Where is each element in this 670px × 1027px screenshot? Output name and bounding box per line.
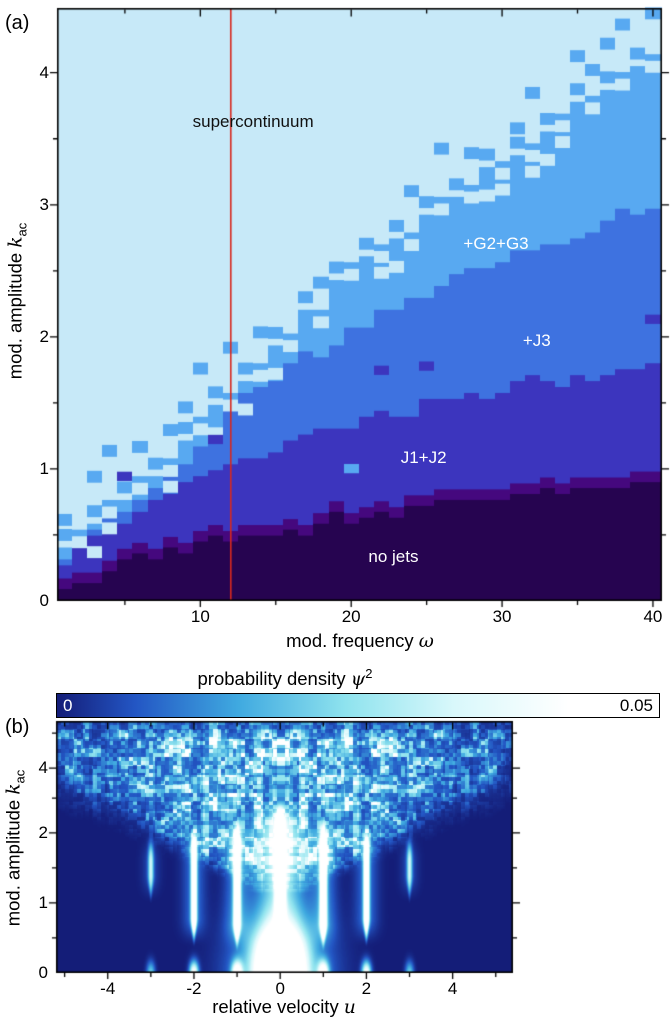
panel-a-tag: (a)	[5, 12, 30, 34]
tick-label: 2	[39, 326, 49, 346]
tick-label: 30	[492, 607, 512, 626]
panel-a-y-axis-title-text: mod. amplitude	[4, 247, 26, 380]
tick-label: 2	[361, 979, 372, 998]
region-label--g2-g3: +G2+G3	[463, 234, 529, 254]
tick-label: 4	[38, 758, 48, 778]
colorbar-title-symbol: ψ	[350, 669, 366, 691]
tick-label: 0	[39, 591, 49, 610]
panel-a-x-axis-symbol: ω	[418, 631, 434, 652]
panel-b-y-axis-title: mod. amplitude kac	[3, 770, 28, 927]
panel-a-x-axis-title: mod. frequency ω	[286, 630, 434, 652]
panel-b-y-axis-subscript: ac	[12, 769, 28, 784]
tick-label: 4	[447, 979, 458, 998]
panel-b-x-axis-title-text: relative velocity	[212, 996, 344, 1017]
tick-label: 0	[275, 979, 285, 998]
region-label--j3: +J3	[522, 330, 551, 350]
colorbar-title-superscript: 2	[365, 665, 373, 681]
panel-b-x-axis-title: relative velocity u	[212, 996, 356, 1018]
tick-label: 1	[39, 458, 49, 478]
panel-b-heatmap-canvas	[46, 711, 523, 983]
panel-a-y-axis-title: mod. amplitude kac	[5, 223, 30, 380]
tick-label: 20	[341, 607, 361, 626]
tick-label: 4	[39, 62, 49, 82]
panel-b-tag: (b)	[5, 716, 30, 738]
tick-label: 1	[38, 892, 48, 912]
panel-a-y-axis-symbol: k	[5, 236, 27, 248]
panel-b-y-axis-title-text: mod. amplitude	[2, 794, 24, 927]
panel-b-y-axis-symbol: k	[3, 783, 25, 795]
colorbar-min-label: 0	[63, 695, 73, 715]
tick-label: 2	[38, 822, 48, 842]
panel-a-heatmap-canvas	[47, 0, 670, 611]
panel-a-y-axis-subscript: ac	[14, 222, 30, 237]
tick-label: -2	[186, 979, 202, 998]
panel-b-x-axis-symbol: u	[343, 997, 356, 1018]
tick-label: 40	[643, 607, 663, 626]
region-label-j1-j2: J1+J2	[400, 448, 447, 468]
tick-label: -4	[100, 979, 116, 998]
tick-label: 3	[39, 194, 49, 214]
tick-label: 10	[190, 607, 210, 626]
region-label-no-jets: no jets	[368, 547, 419, 567]
colorbar-max-label: 0.05	[619, 695, 653, 715]
panel-a-x-axis-title-text: mod. frequency	[286, 630, 419, 651]
colorbar-title-text: probability density	[197, 668, 351, 690]
colorbar-title: probability density ψ2	[198, 666, 373, 690]
tick-label: 0	[38, 963, 48, 982]
region-label-supercontinuum: supercontinuum	[192, 111, 314, 131]
